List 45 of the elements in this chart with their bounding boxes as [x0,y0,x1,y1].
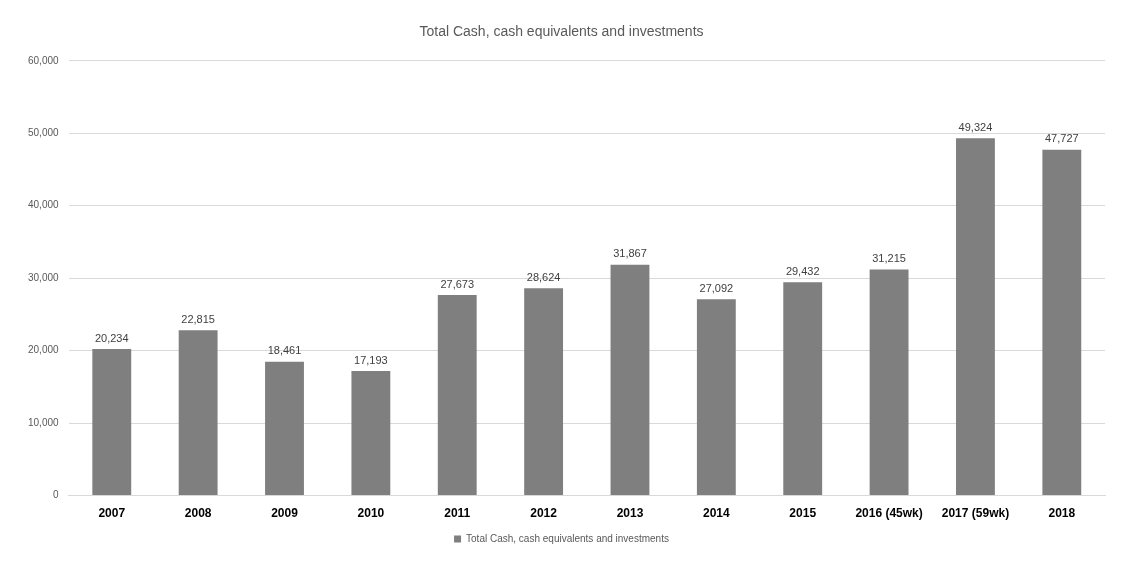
legend-label: Total Cash, cash equivalents and investments [466,532,669,544]
x-tick-label: 2015 [789,506,817,521]
x-tick-label: 2016 (45wk) [855,506,923,521]
bar [524,288,564,496]
data-label: 20,234 [94,331,129,344]
bar [956,138,995,496]
chart-title: Total Cash, cash equivalents and investments [419,23,704,40]
x-tick-label: 2013 [616,506,644,521]
data-label: 31,867 [613,247,647,260]
bar [92,348,132,496]
data-label: 47,727 [1044,132,1079,145]
x-tick-label: 2009 [271,506,299,521]
x-tick-label: 2008 [184,506,212,521]
y-tick-label: 10,000 [27,416,60,428]
data-label: 28,624 [526,270,561,283]
x-tick-label: 2017 (59wk) [941,506,1010,521]
data-label: 27,092 [699,281,734,294]
x-tick-label: 2007 [98,506,126,521]
bar [351,371,391,496]
bar [437,295,477,496]
y-tick-label: 40,000 [27,199,60,211]
data-label: 29,432 [785,264,820,277]
y-tick-label: 0 [53,489,60,501]
x-tick-label: 2014 [702,506,731,521]
bar [783,282,823,496]
x-tick-label: 2012 [530,506,558,521]
data-label: 27,673 [440,277,475,290]
x-tick-label: 2018 [1048,506,1076,521]
x-tick-label: 2011 [444,506,471,521]
bar [696,299,736,496]
data-label: 18,461 [267,344,302,357]
x-tick-label: 2010 [357,506,385,521]
bar [178,330,218,496]
data-label: 49,324 [958,120,993,133]
y-tick-label: 50,000 [27,127,60,139]
y-tick-label: 60,000 [27,54,60,66]
data-label: 17,193 [354,353,388,366]
bar [265,361,304,496]
y-tick-label: 20,000 [27,344,60,356]
bar [1042,149,1082,496]
y-tick-label: 30,000 [27,271,60,283]
bar [869,269,909,496]
bar [610,264,650,496]
data-label: 22,815 [181,312,215,325]
data-label: 31,215 [872,251,906,264]
